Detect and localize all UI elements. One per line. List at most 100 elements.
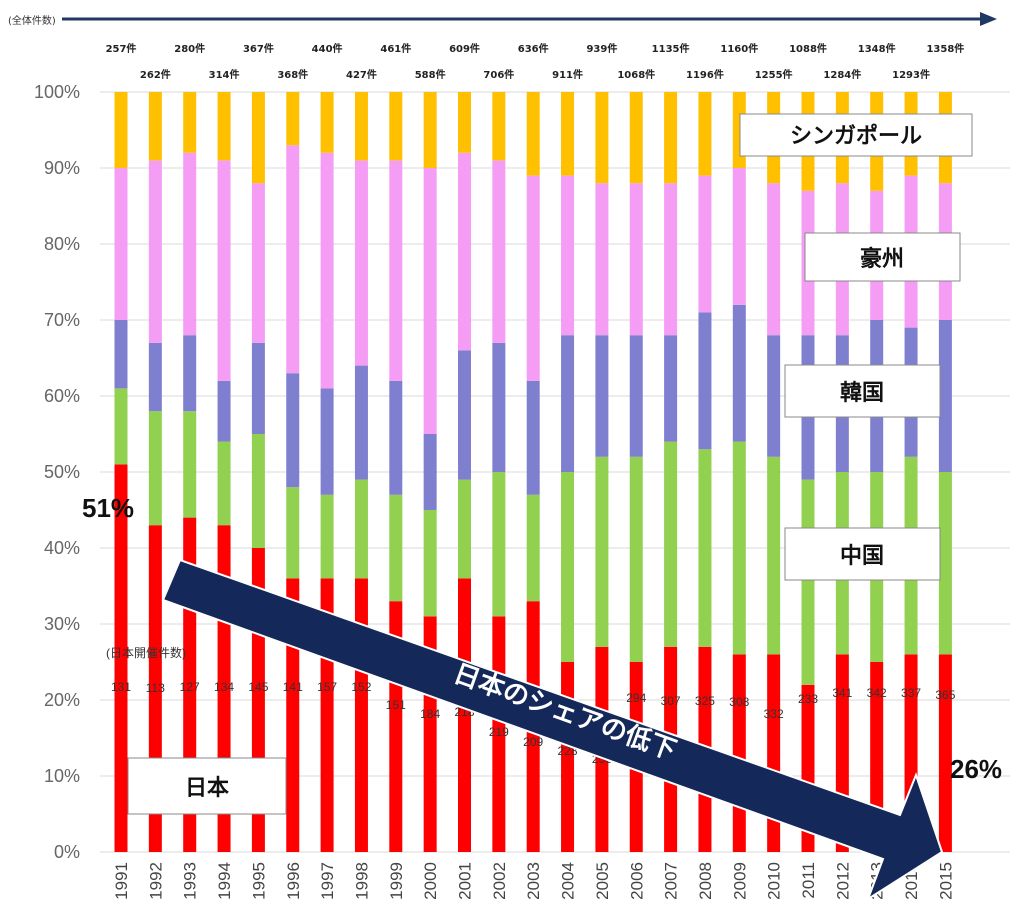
x-tick-label: 2010 xyxy=(765,862,784,900)
y-tick-label: 70% xyxy=(44,310,80,330)
bar-segment-2-1996 xyxy=(286,487,300,579)
x-tick-label: 2004 xyxy=(559,862,578,900)
bar-segment-4-2003 xyxy=(526,175,540,381)
total-count-label: 1160件 xyxy=(720,42,758,55)
y-tick-label: 0% xyxy=(54,842,80,862)
bar-segment-5-2007 xyxy=(664,92,678,184)
bar-segment-5-1993 xyxy=(183,92,197,153)
legend-china: 中国 xyxy=(784,527,941,581)
y-tick-label: 100% xyxy=(34,82,80,102)
total-count-label: 280件 xyxy=(174,42,205,55)
bar-segment-5-1999 xyxy=(389,92,403,161)
bar-segment-3-2008 xyxy=(698,312,712,450)
bar-segment-4-2004 xyxy=(561,175,575,336)
bar-segment-5-1995 xyxy=(251,92,265,184)
japan-count-label: 307 xyxy=(661,694,681,708)
bar-segment-4-2007 xyxy=(664,183,678,336)
bar-segment-5-1994 xyxy=(217,92,231,161)
y-tick-label: 20% xyxy=(44,690,80,710)
header-group: (全体件数) xyxy=(8,12,997,27)
japan-count-label: 157 xyxy=(317,680,337,694)
bar-segment-3-2009 xyxy=(732,304,746,442)
japan-count-label: 365 xyxy=(935,688,955,702)
bar-segment-5-1991 xyxy=(114,92,128,168)
japan-count-label: 127 xyxy=(180,680,200,694)
x-tick-label: 2000 xyxy=(421,862,440,900)
japan-count-label: 294 xyxy=(626,691,646,705)
bar-segment-5-1998 xyxy=(354,92,368,161)
bar-segment-2-2001 xyxy=(458,479,471,579)
bar-segment-3-1998 xyxy=(354,365,368,480)
bar-segment-3-2005 xyxy=(595,335,609,457)
bar-segment-1-1998 xyxy=(354,578,368,852)
total-count-label: 1135件 xyxy=(652,42,690,55)
japan-count-label: 308 xyxy=(729,695,749,709)
bar-segment-5-1997 xyxy=(320,92,334,153)
x-tick-label: 2007 xyxy=(662,862,681,900)
bar-segment-2-2004 xyxy=(561,472,575,662)
bar-segment-2-2003 xyxy=(526,494,540,602)
bar-segment-1-1991 xyxy=(114,464,128,852)
total-count-label: 368件 xyxy=(277,68,308,81)
bar-segment-4-1994 xyxy=(217,160,231,381)
x-tick-label: 1993 xyxy=(181,862,200,900)
top-arrow-head xyxy=(980,12,997,26)
bar-segment-3-1993 xyxy=(183,335,197,412)
bar-segment-3-1995 xyxy=(251,342,265,434)
y-tick-label: 50% xyxy=(44,462,80,482)
total-count-label: 1255件 xyxy=(755,68,793,81)
bar-segment-3-1992 xyxy=(148,342,162,412)
total-count-header: (全体件数) xyxy=(8,14,56,27)
bar-segment-3-1996 xyxy=(286,373,300,488)
bar-segment-5-2006 xyxy=(629,92,643,184)
total-count-label: 1284件 xyxy=(823,68,861,81)
bar-segment-4-2010 xyxy=(767,183,781,336)
decline-arrow: 日本のシェアの低下 xyxy=(161,558,944,902)
total-count-label: 314件 xyxy=(209,68,240,81)
x-tick-label: 2015 xyxy=(936,862,955,900)
bar-segment-5-2003 xyxy=(526,92,540,176)
legend-korea: 韓国 xyxy=(784,364,941,418)
bar-segment-2-2011 xyxy=(801,479,815,685)
bar-segment-4-2000 xyxy=(423,168,437,434)
japan-count-label: 325 xyxy=(695,694,715,708)
x-tick-label: 2008 xyxy=(696,862,715,900)
japan-count-label: 341 xyxy=(832,686,852,700)
bar-segment-5-1996 xyxy=(286,92,300,146)
legend-australia: 豪州 xyxy=(804,232,961,282)
bar-segment-1-2009 xyxy=(732,654,746,852)
x-tick-label: 2009 xyxy=(730,862,749,900)
bar-segment-2-2002 xyxy=(492,472,506,617)
bar-segment-2-2008 xyxy=(698,449,712,647)
japan-count-label: 131 xyxy=(111,680,131,694)
y-tick-label: 80% xyxy=(44,234,80,254)
x-tick-label: 1991 xyxy=(112,862,131,900)
bar-segment-2-1993 xyxy=(183,411,197,518)
bar-segment-1-2015 xyxy=(938,654,952,852)
x-tick-label: 1995 xyxy=(249,862,268,900)
japan-count-label: 152 xyxy=(351,680,371,694)
bar-segment-4-1999 xyxy=(389,160,403,381)
bar-segment-2-1995 xyxy=(251,434,265,548)
bar-segment-2-1994 xyxy=(217,441,231,526)
japan-count-label: 184 xyxy=(420,707,440,721)
bar-segment-3-2010 xyxy=(767,335,781,457)
total-count-label: 609件 xyxy=(449,42,480,55)
total-count-label: 262件 xyxy=(140,68,171,81)
bar-segment-3-2006 xyxy=(629,335,643,457)
bar-segment-5-2004 xyxy=(561,92,575,176)
japan-count-label: 337 xyxy=(901,686,921,700)
total-count-label: 1293件 xyxy=(892,68,930,81)
bar-segment-5-2005 xyxy=(595,92,609,184)
y-tick-label: 40% xyxy=(44,538,80,558)
bar-segment-2-2007 xyxy=(664,441,678,647)
legend-label-singapore: シンガポール xyxy=(790,123,922,149)
x-tick-label: 1998 xyxy=(352,862,371,900)
bar-segment-4-2002 xyxy=(492,160,506,343)
legend-label-china: 中国 xyxy=(840,544,884,569)
bar-segment-4-2005 xyxy=(595,183,609,336)
total-count-label: 706件 xyxy=(483,68,514,81)
bar-segment-4-1995 xyxy=(251,183,265,343)
total-count-label: 1358件 xyxy=(926,42,964,55)
x-axis: 1991 1992 1993 1994 1995 1996 1997 1998 1999 2000… xyxy=(112,862,955,900)
